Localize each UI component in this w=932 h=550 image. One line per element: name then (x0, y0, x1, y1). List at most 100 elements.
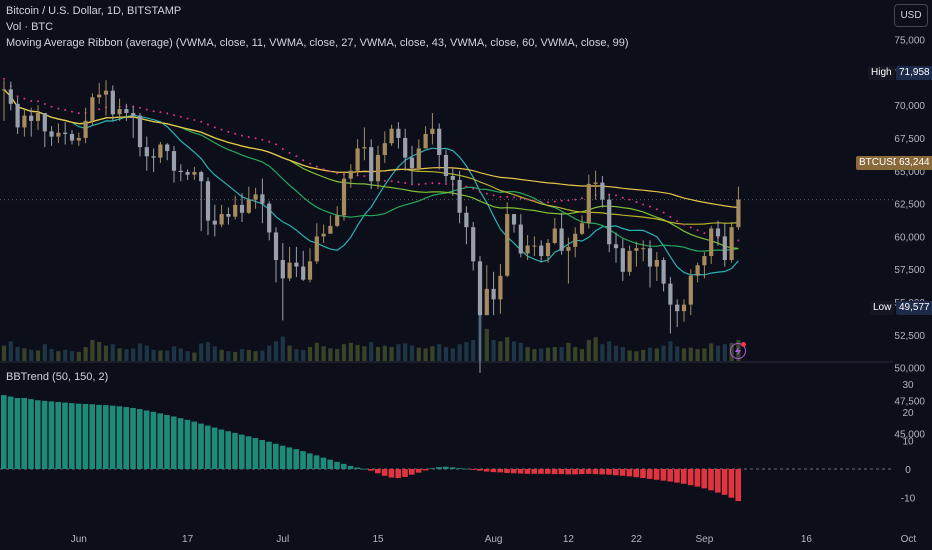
volume-bar (151, 349, 156, 361)
sar-dot (234, 132, 237, 135)
price-tick-label: 57,500 (894, 265, 925, 276)
bbtrend-legend[interactable]: BBTrend (50, 150, 2) (6, 371, 109, 383)
price-tick-label: 67,500 (894, 134, 925, 145)
bbtrend-bar (660, 469, 667, 481)
bbtrend-bar (572, 469, 578, 475)
volume-bar (280, 336, 285, 361)
bbtrend-bar (640, 469, 646, 479)
volume-bar (396, 344, 401, 361)
candle-body (212, 220, 217, 225)
time-tick-label: 12 (563, 534, 575, 545)
bbtrend-bar (565, 469, 571, 475)
bbtrend-bar (14, 398, 21, 469)
candle-body (437, 128, 442, 155)
volume-bar (416, 347, 421, 361)
bbtrend-bar (28, 399, 34, 469)
bbtrend-bar (524, 469, 531, 474)
volume-bar (301, 349, 306, 361)
bbtrend-bar (211, 427, 218, 469)
sar-dot (676, 220, 679, 223)
bbtrend-bar (694, 469, 701, 487)
volume-bar (505, 337, 510, 361)
candle-body (69, 134, 75, 141)
volume-bar (287, 345, 292, 361)
time-tick-label: 16 (801, 534, 813, 545)
sar-dot (152, 110, 155, 113)
volume-bar (83, 347, 88, 361)
candle-body (729, 227, 734, 260)
candle-body (722, 236, 727, 260)
candle-body (620, 248, 625, 272)
candle-body (403, 137, 408, 158)
candle-body (171, 151, 177, 171)
sar-dot (30, 99, 33, 102)
sar-dot (241, 134, 243, 137)
volume-bar (355, 344, 360, 361)
sar-dot (295, 155, 298, 158)
sar-dot (635, 201, 638, 204)
bbtrend-bar (619, 469, 626, 476)
volume-bar (63, 349, 68, 361)
candle-body (226, 214, 231, 217)
volume-bar (239, 349, 245, 361)
volume-bar (518, 342, 523, 361)
bbtrend-bar (613, 469, 619, 476)
sar-dot (227, 130, 230, 133)
volume-bar (348, 342, 353, 361)
candle-body (579, 223, 585, 234)
candle-body (457, 179, 462, 213)
ribbon-legend[interactable]: Moving Average Ribbon (average) (VWMA, c… (6, 37, 629, 49)
bbtrend-bar (681, 469, 687, 484)
sar-dot (159, 111, 162, 114)
bbtrend-bar (715, 469, 721, 493)
bbtrend-bar (402, 469, 408, 477)
candle-body (335, 215, 340, 226)
currency-button[interactable]: USD (894, 4, 928, 27)
bbtrend-bar (279, 445, 286, 469)
lightning-icon[interactable] (730, 343, 746, 359)
volume-bar (552, 347, 557, 361)
volume-bar (641, 349, 646, 361)
candle-body (97, 94, 102, 98)
sar-dot (213, 126, 216, 129)
time-tick-label: Aug (485, 534, 503, 545)
sar-dot (533, 199, 536, 202)
sar-dot (268, 140, 271, 143)
candle-body (219, 214, 224, 225)
volume-bar (430, 346, 435, 361)
sar-dot (472, 187, 475, 190)
volume-bar (49, 349, 54, 361)
volume-bar (97, 342, 102, 361)
sar-dot (417, 183, 420, 186)
price-tick-label: 75,000 (894, 36, 925, 47)
bbtrend-bar (477, 469, 483, 471)
candle-body (205, 181, 211, 221)
volume-bar (647, 347, 653, 361)
candle-body (688, 275, 693, 305)
bbtrend-bar (585, 469, 592, 474)
volume-bar (613, 345, 619, 361)
bbtrend-bar (218, 429, 225, 469)
bbtrend-bar (116, 406, 123, 469)
candle-body (573, 233, 578, 247)
volume-bar (661, 345, 666, 361)
volume-legend[interactable]: Vol · BTC (6, 21, 54, 33)
sar-dot (404, 182, 407, 185)
volume-bar (695, 349, 700, 361)
bbtrend-bar (551, 469, 558, 475)
bbtrend-bar (245, 436, 252, 469)
time-tick-label: 17 (182, 534, 194, 545)
price-tick-label: 45,000 (894, 429, 925, 440)
sar-dot (315, 165, 318, 168)
candles (1, 80, 741, 373)
candle-body (709, 228, 714, 257)
bbtrend-bar (239, 434, 245, 469)
candle-body (144, 147, 149, 157)
volume-bars (1, 305, 741, 361)
candle-body (8, 89, 13, 104)
candle-body (647, 248, 653, 267)
volume-bar (525, 347, 530, 361)
bbtrend-tick-label: 20 (902, 408, 914, 419)
symbol-title[interactable]: Bitcoin / U.S. Dollar, 1D, BITSTAMP (6, 5, 182, 17)
